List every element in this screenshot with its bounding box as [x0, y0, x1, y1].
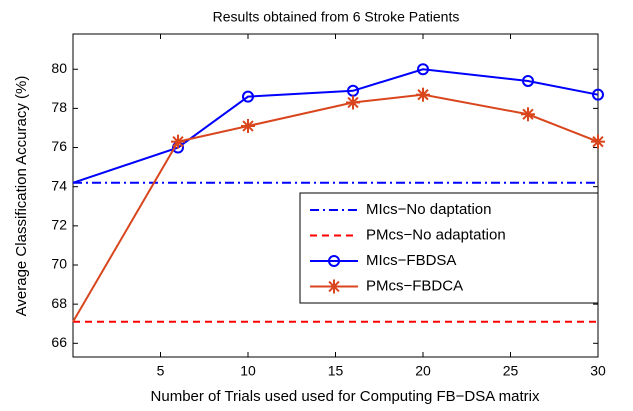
marker [592, 88, 604, 101]
chart-title: Results obtained from 6 Stroke Patients [213, 9, 460, 25]
legend-label: MIcs−No daptation [366, 201, 492, 218]
legend [299, 192, 599, 304]
marker [416, 87, 430, 102]
marker [328, 255, 340, 267]
marker [327, 279, 341, 294]
marker [417, 63, 429, 76]
marker [241, 119, 255, 134]
y-axis-label: Average Classification Accuracy (%) [13, 76, 30, 317]
marker-stroke [242, 120, 254, 132]
marker [171, 134, 185, 149]
legend-label: MIcs−FBDSA [366, 252, 456, 269]
x-axis-label: Number of Trials used used for Computing… [151, 388, 540, 405]
legend-label: PMcs−No adaptation [366, 226, 506, 243]
x-tick-label: 30 [590, 363, 606, 379]
marker-stroke [172, 136, 184, 148]
x-tick-label: 5 [157, 363, 165, 379]
y-tick-label: 66 [51, 334, 67, 350]
x-tick-label: 25 [503, 363, 519, 379]
y-tick-label: 80 [51, 60, 67, 76]
marker [522, 74, 534, 87]
marker-stroke [592, 136, 604, 148]
marker [591, 134, 605, 149]
y-tick-label: 72 [51, 217, 67, 233]
x-tick-label: 20 [415, 363, 431, 379]
marker [521, 107, 535, 122]
marker [242, 90, 254, 103]
x-tick-label: 15 [328, 363, 344, 379]
marker-stroke [417, 89, 429, 101]
y-tick-label: 70 [51, 256, 67, 272]
legend-label: PMcs−FBDCA [366, 277, 463, 294]
x-tick-label: 10 [240, 363, 256, 379]
y-tick-label: 74 [51, 177, 67, 193]
y-tick-label: 78 [51, 99, 67, 115]
marker [346, 95, 360, 110]
marker-stroke [522, 108, 534, 120]
marker-stroke [347, 96, 359, 109]
y-tick-label: 76 [51, 138, 67, 154]
marker-stroke [328, 280, 340, 293]
y-tick-label: 68 [51, 295, 67, 311]
